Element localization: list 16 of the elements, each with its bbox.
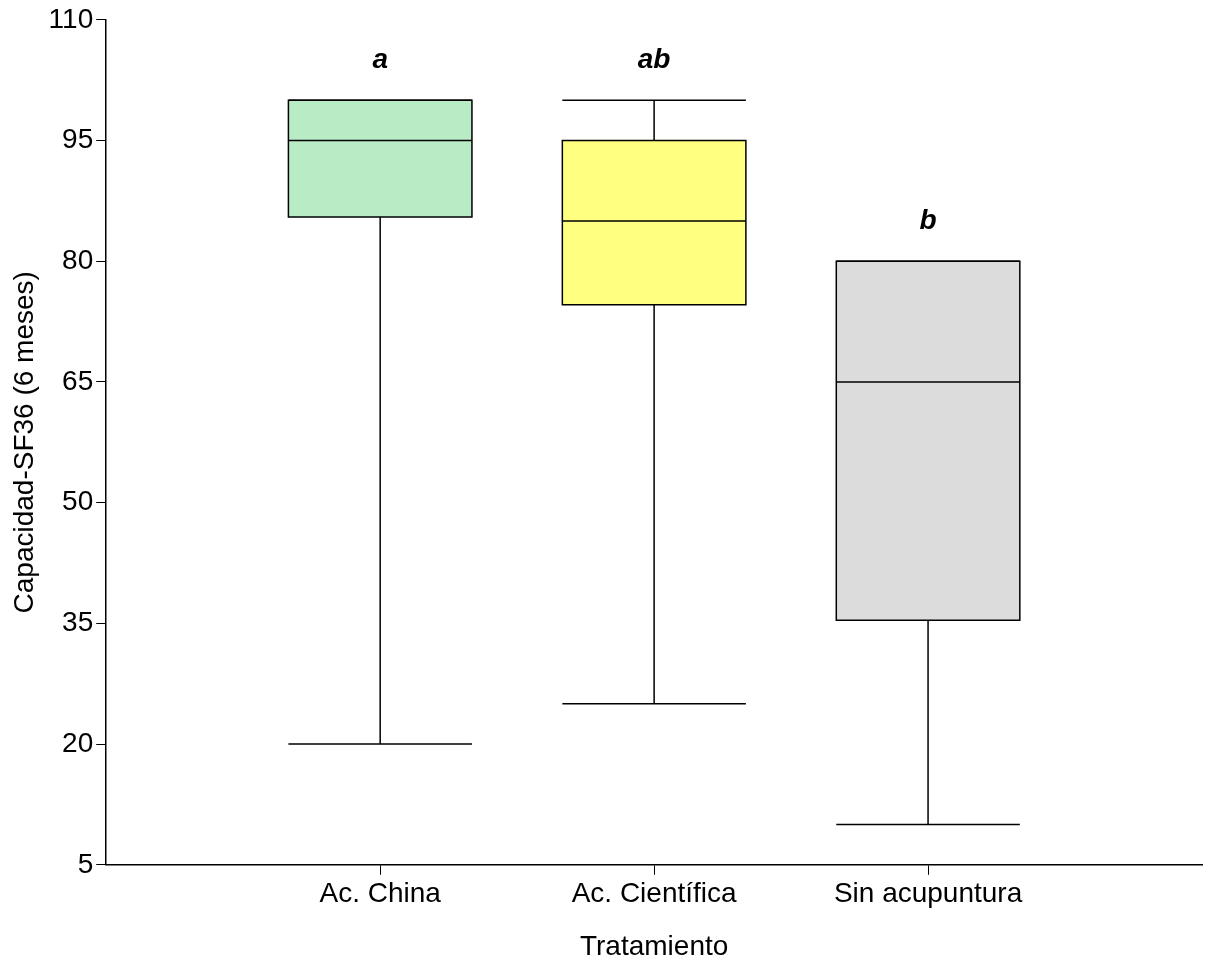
y-tick-label: 80: [62, 243, 94, 275]
y-tick-label: 35: [62, 606, 94, 638]
x-tick-label: Ac. China: [319, 877, 442, 909]
x-tick-label: Ac. Científica: [571, 877, 738, 909]
y-tick-label: 65: [62, 364, 94, 396]
x-tick-label: Sin acupuntura: [833, 877, 1023, 909]
y-tick-label: 50: [62, 485, 94, 517]
y-axis-title: Capacidad-SF36 (6 meses): [7, 271, 39, 614]
y-tick-label: 95: [62, 123, 94, 155]
x-axis-title: Tratamiento: [579, 929, 729, 961]
y-tick-label: 5: [77, 847, 94, 879]
y-tick-label: 110: [48, 2, 94, 34]
annotation: b: [919, 203, 937, 235]
annotation: a: [372, 42, 388, 74]
y-tick-label: 20: [62, 726, 94, 758]
annotation: ab: [637, 42, 671, 74]
